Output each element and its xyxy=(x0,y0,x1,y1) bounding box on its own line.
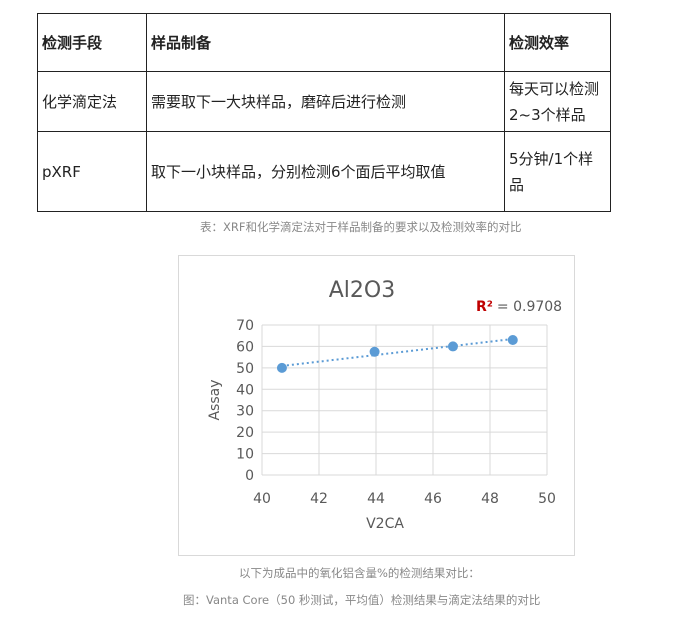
r2-label: R² xyxy=(476,299,493,315)
x-axis-label: V2CA xyxy=(366,516,404,532)
data-point xyxy=(276,362,287,373)
table-row: 化学滴定法 需要取下一大块样品，磨碎后进行检测 每天可以检测2~3个样品 xyxy=(37,71,611,132)
comparison-table: 检测手段 样品制备 检测效率 化学滴定法 需要取下一大块样品，磨碎后进行检测 每… xyxy=(37,13,611,212)
y-tick-label: 70 xyxy=(236,318,254,334)
x-tick-label: 50 xyxy=(538,491,556,507)
table-row: pXRF 取下一小块样品，分别检测6个面后平均取值 5分钟/1个样品 xyxy=(37,131,611,212)
y-tick-label: 50 xyxy=(236,361,254,377)
cell: 需要取下一大块样品，磨碎后进行检测 xyxy=(146,71,505,132)
data-point xyxy=(507,335,518,345)
chart-title: Al2O3 xyxy=(329,278,395,303)
cell: pXRF xyxy=(37,131,147,212)
x-tick-label: 40 xyxy=(253,491,271,507)
header-method: 检测手段 xyxy=(37,13,147,72)
x-tick-label: 46 xyxy=(424,491,442,507)
y-tick-label: 10 xyxy=(236,447,254,463)
header-efficiency: 检测效率 xyxy=(504,13,611,72)
trendline xyxy=(281,337,513,367)
data-point xyxy=(369,346,380,357)
cell: 取下一小块样品，分别检测6个面后平均取值 xyxy=(146,131,505,212)
table-header-row: 检测手段 样品制备 检测效率 xyxy=(37,13,611,72)
y-tick-label: 0 xyxy=(245,468,254,484)
y-tick-label: 40 xyxy=(236,382,254,398)
r2-value: = 0.9708 xyxy=(497,299,562,315)
cell: 每天可以检测2~3个样品 xyxy=(504,71,611,132)
data-point xyxy=(447,341,458,352)
table-caption: 表：XRF和化学滴定法对于样品制备的要求以及检测效率的对比 xyxy=(200,220,522,234)
y-axis-label: Assay xyxy=(207,379,223,420)
header-prep: 样品制备 xyxy=(146,13,505,72)
y-tick-label: 20 xyxy=(236,425,254,441)
y-tick-label: 60 xyxy=(236,339,254,355)
y-tick-label: 30 xyxy=(236,404,254,420)
chart: Al2O3 R² = 0.9708 V2CA Assay 0 10 20 30 40 50 6… xyxy=(178,255,575,556)
caption-intro: 以下为成品中的氧化铝含量%的检测结果对比： xyxy=(239,566,480,580)
cell: 5分钟/1个样品 xyxy=(504,131,611,212)
x-tick-label: 44 xyxy=(367,491,385,507)
scatter-chart: Al2O3 R² = 0.9708 V2CA Assay 0 10 20 30 40 50 6… xyxy=(207,278,562,532)
figure-caption: 图：Vanta Core（50 秒测试，平均值）检测结果与滴定法结果的对比 xyxy=(183,593,541,607)
r2-annotation: R² = 0.9708 xyxy=(476,299,562,315)
cell: 化学滴定法 xyxy=(37,71,147,132)
x-tick-label: 48 xyxy=(481,491,499,507)
x-tick-label: 42 xyxy=(310,491,328,507)
